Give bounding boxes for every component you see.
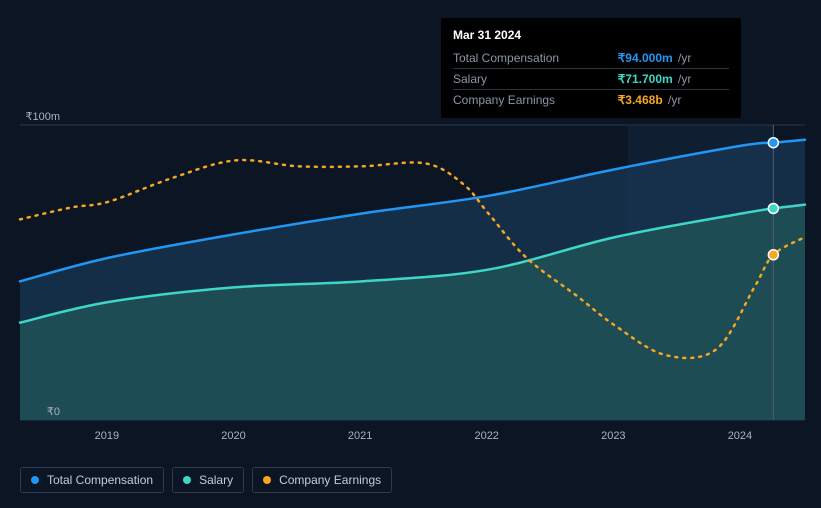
tooltip-row: Company Earnings₹3.468b /yr: [453, 90, 729, 111]
y-axis-label: ₹100m: [20, 110, 60, 123]
tooltip-row-value: ₹71.700m /yr: [606, 69, 729, 90]
chart-legend: Total Compensation Salary Company Earnings: [20, 467, 392, 493]
legend-item-label: Salary: [199, 473, 233, 487]
tooltip-row-label: Salary: [453, 69, 606, 90]
x-axis-label: 2022: [474, 430, 498, 442]
tooltip-row-label: Company Earnings: [453, 90, 606, 111]
chart-tooltip: Mar 31 2024 Total Compensation₹94.000m /…: [441, 18, 741, 118]
legend-item-label: Total Compensation: [47, 473, 153, 487]
legend-swatch-icon: [263, 476, 271, 484]
x-axis-label: 2024: [728, 430, 752, 442]
legend-item[interactable]: Salary: [172, 467, 244, 493]
tooltip-row: Salary₹71.700m /yr: [453, 69, 729, 90]
legend-item-label: Company Earnings: [279, 473, 381, 487]
x-axis-label: 2023: [601, 430, 625, 442]
tooltip-row-value: ₹3.468b /yr: [606, 90, 729, 111]
legend-swatch-icon: [31, 476, 39, 484]
x-axis-label: 2020: [221, 430, 245, 442]
tooltip-row-value: ₹94.000m /yr: [606, 48, 729, 69]
legend-swatch-icon: [183, 476, 191, 484]
legend-item[interactable]: Company Earnings: [252, 467, 392, 493]
compensation-chart: ₹0 ₹100m 2019 2020 2021 2022 2023 2024 Mar 31 …: [0, 0, 821, 508]
tooltip-row: Total Compensation₹94.000m /yr: [453, 48, 729, 69]
tooltip-row-label: Total Compensation: [453, 48, 606, 69]
x-axis-label: 2021: [348, 430, 372, 442]
x-axis-label: 2019: [95, 430, 119, 442]
tooltip-date: Mar 31 2024: [453, 26, 729, 44]
legend-item[interactable]: Total Compensation: [20, 467, 164, 493]
y-axis-label: ₹0: [20, 405, 60, 418]
